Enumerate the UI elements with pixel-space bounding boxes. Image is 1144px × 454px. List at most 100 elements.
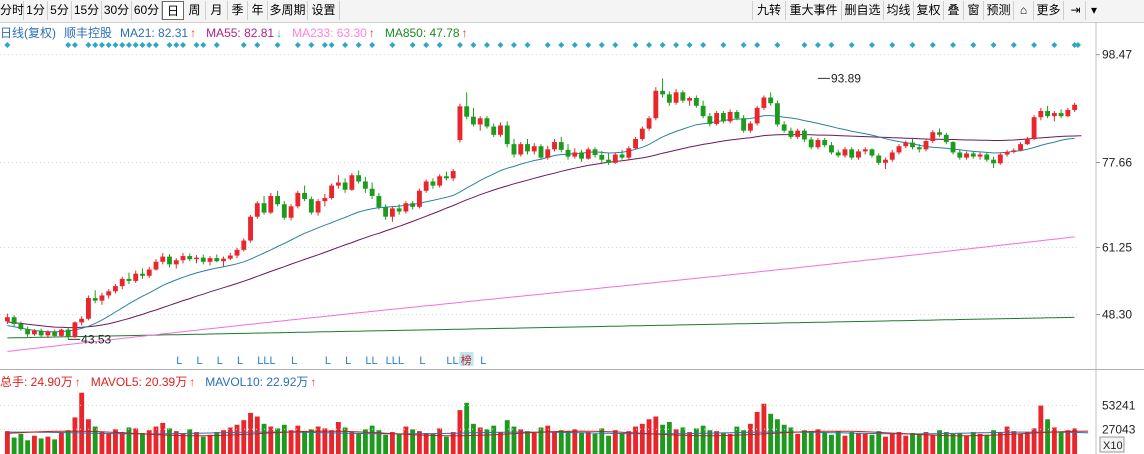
period-button-0[interactable]: 分时 [0, 1, 24, 20]
tool-button-6[interactable]: 窗 [964, 1, 984, 20]
candle-82 [558, 136, 564, 153]
candle-107 [727, 109, 733, 124]
candle-body-93 [633, 138, 638, 149]
candle-body-63 [430, 181, 436, 186]
diamond-marker-57 [814, 42, 821, 48]
diamond-marker-41 [558, 42, 565, 48]
l-marker-10: L [419, 355, 425, 367]
candle-body-40 [275, 195, 280, 205]
candle-157 [1065, 107, 1071, 118]
volume-bar-2 [18, 433, 24, 454]
tool-button-2[interactable]: 删自选 [842, 1, 884, 20]
candle-68 [464, 92, 470, 120]
period-button-4[interactable]: 30分 [102, 1, 132, 20]
diamond-marker-37 [497, 42, 504, 48]
candle-body-138 [937, 132, 942, 135]
period-button-1[interactable]: 1分 [24, 1, 48, 20]
candle-body-82 [558, 142, 564, 150]
candle-19 [133, 270, 139, 284]
volume-bar-46 [315, 426, 321, 454]
tool-button-9[interactable]: 更多 [1034, 1, 1064, 20]
candle-143 [970, 151, 976, 159]
candle-body-26 [180, 256, 186, 261]
tool-button-7[interactable]: 预测 [984, 1, 1014, 20]
volume-bar-117 [795, 433, 801, 454]
volume-bar-11 [79, 392, 85, 454]
candle-102 [693, 95, 699, 108]
candle-141 [957, 149, 963, 160]
volume-bar-69 [471, 423, 476, 454]
period-button-7[interactable]: 周 [184, 1, 206, 20]
volume-bar-33 [227, 427, 233, 454]
diamond-marker-24 [308, 42, 315, 48]
period-button-9[interactable]: 季 [228, 1, 248, 20]
candle-79 [538, 144, 544, 160]
candle-body-35 [241, 240, 247, 250]
dropdown-arrow-icon[interactable]: ▾ [1090, 3, 1098, 17]
period-button-11[interactable]: 多周期 [268, 1, 308, 20]
volume-bar-107 [727, 433, 733, 454]
diamond-marker-43 [585, 42, 592, 48]
tool-button-4[interactable]: 复权 [914, 1, 944, 20]
volume-bar-91 [619, 432, 625, 454]
period-button-6[interactable]: 日 [162, 1, 184, 20]
volume-bar-29 [200, 436, 206, 454]
candle-body-81 [552, 142, 557, 150]
candle-115 [781, 121, 787, 133]
jump-end-icon[interactable]: ⇥ [1066, 1, 1086, 20]
candle-body-74 [504, 125, 510, 145]
period-button-12[interactable]: 设置 [308, 1, 340, 20]
diamond-marker-58 [828, 42, 835, 48]
tool-button-0[interactable]: 九转 [752, 1, 786, 20]
candle-body-5 [38, 330, 44, 336]
candle-body-14 [99, 295, 105, 301]
tool-button-3[interactable]: 均线 [884, 1, 914, 20]
candle-body-91 [619, 154, 625, 158]
diamond-marker-38 [510, 42, 517, 48]
volume-bar-36 [248, 412, 253, 454]
diamond-marker-18 [200, 42, 207, 48]
volume-bar-114 [774, 419, 780, 454]
candle-body-157 [1065, 109, 1071, 117]
volume-bar-120 [815, 429, 821, 454]
candle-119 [808, 136, 814, 150]
candle-47 [322, 193, 328, 207]
candle-14 [99, 292, 105, 305]
main-legend-item-3: MA55: 82.81 [206, 26, 274, 40]
volume-bar-32 [221, 430, 226, 454]
candle-80 [545, 145, 551, 160]
candle-body-104 [707, 116, 713, 124]
candle-body-51 [349, 175, 355, 190]
candle-body-21 [146, 269, 152, 276]
period-button-10[interactable]: 年 [248, 1, 268, 20]
period-button-8[interactable]: 月 [206, 1, 228, 20]
l-marker-0: L [176, 355, 182, 367]
period-toolbar: 分时 1分 5分 15分 30分 60分日周月季年多周期 设置 九转 重大事件 删自选 均线 复权叠窗… [0, 0, 1144, 23]
period-button-2[interactable]: 5分 [48, 1, 72, 20]
volume-bar-13 [92, 426, 98, 454]
tool-button-5[interactable]: 叠 [944, 1, 964, 20]
volma5-line [7, 430, 1089, 437]
candle-body-30 [207, 258, 213, 262]
volume-bar-81 [552, 432, 557, 454]
period-button-5[interactable]: 60分 [132, 1, 162, 20]
tool-button-8[interactable]: ⌂ [1014, 1, 1034, 20]
volume-bar-150 [1018, 433, 1024, 454]
volume-bar-45 [308, 429, 314, 454]
candle-95 [646, 116, 652, 131]
candle-130 [883, 157, 888, 170]
candle-body-42 [288, 206, 294, 218]
diamond-marker-40 [544, 42, 551, 48]
l-marker-3: L [237, 355, 243, 367]
diamond-marker-53 [740, 42, 747, 48]
grid-lines [0, 22, 1144, 454]
candle-116 [788, 127, 794, 139]
candle-122 [829, 142, 834, 155]
candle-13 [92, 290, 98, 304]
period-button-3[interactable]: 15分 [72, 1, 102, 20]
tool-button-1[interactable]: 重大事件 [786, 1, 842, 20]
candle-body-60 [410, 203, 416, 207]
volume-bar-156 [1058, 432, 1064, 454]
candle-109 [741, 115, 747, 133]
candle-11 [79, 316, 85, 326]
